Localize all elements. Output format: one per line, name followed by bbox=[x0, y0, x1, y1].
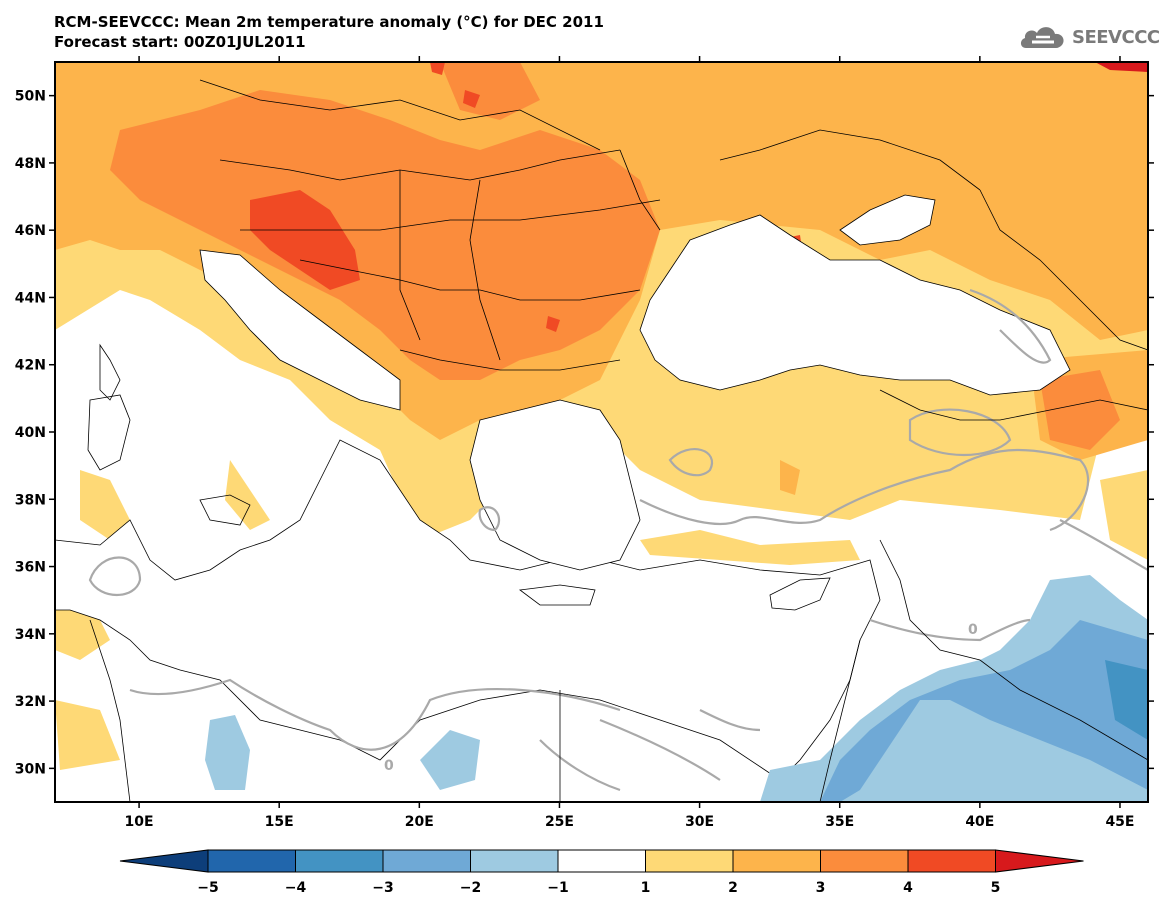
anomaly-region-pos4 bbox=[250, 190, 360, 290]
anomaly-region-anatolia bbox=[700, 400, 900, 500]
lat-label: 44N bbox=[15, 290, 46, 306]
logo-text: SEEVCCC bbox=[1072, 26, 1160, 48]
mediterranean-sea bbox=[55, 439, 881, 781]
colorbar-tick-label: 2 bbox=[728, 880, 738, 896]
colorbar-segment bbox=[207, 849, 296, 873]
lat-label: 46N bbox=[15, 223, 46, 239]
seevccc-logo: SEEVCCC bbox=[1018, 22, 1160, 52]
lat-label: 48N bbox=[15, 156, 46, 172]
lat-label: 30N bbox=[15, 761, 46, 777]
colorbar-segment bbox=[382, 849, 471, 873]
colorbar-tick-label: 5 bbox=[991, 880, 1001, 896]
colorbar-segment bbox=[645, 849, 734, 873]
colorbar-tick-label: 4 bbox=[903, 880, 913, 896]
contour-label-zero: 0 bbox=[968, 622, 978, 638]
colorbar-segment bbox=[470, 849, 559, 873]
lon-label: 45E bbox=[1105, 814, 1134, 830]
lon-label: 15E bbox=[265, 814, 294, 830]
map-field: 0 0 bbox=[55, 62, 1148, 802]
lat-label: 40N bbox=[15, 425, 46, 441]
colorbar-segment bbox=[907, 849, 996, 873]
colorbar-tick-label: −4 bbox=[285, 880, 307, 896]
lon-label: 40E bbox=[965, 814, 994, 830]
colorbar-segment bbox=[557, 849, 646, 873]
colorbar-tick-label: 3 bbox=[816, 880, 826, 896]
lat-label: 36N bbox=[15, 560, 46, 576]
lat-label: 50N bbox=[15, 89, 46, 105]
lon-label: 25E bbox=[545, 814, 574, 830]
latitude-axis: 50N 48N 46N 44N 42N 40N 38N 36N 34N 32N 30N bbox=[15, 89, 1154, 777]
colorbar-high-arrow bbox=[995, 849, 1084, 873]
colorbar-tick-label: −2 bbox=[460, 880, 481, 896]
lat-label: 34N bbox=[15, 627, 46, 643]
zero-contours bbox=[88, 288, 1148, 792]
contour-label-zero: 0 bbox=[384, 758, 394, 774]
colorbar-tick-label: −3 bbox=[372, 880, 393, 896]
title-line-2: Forecast start: 00Z01JUL2011 bbox=[54, 33, 306, 51]
lat-label: 42N bbox=[15, 358, 46, 374]
lon-label: 30E bbox=[685, 814, 714, 830]
lon-label: 20E bbox=[405, 814, 434, 830]
borders bbox=[87, 79, 1148, 802]
longitude-axis: 10E 15E 20E 25E 30E 35E 40E 45E bbox=[125, 56, 1134, 830]
colorbar-tick-label: −1 bbox=[547, 880, 568, 896]
lat-label: 32N bbox=[15, 694, 46, 710]
lon-label: 10E bbox=[125, 814, 154, 830]
colorbar-tick-label: −5 bbox=[197, 880, 218, 896]
cloud-logo-icon bbox=[1020, 27, 1064, 48]
colorbar-segment bbox=[732, 849, 821, 873]
colorbar: −5 −4 −3 −2 −1 1 2 3 4 5 bbox=[119, 849, 1084, 896]
colorbar-segment bbox=[820, 849, 909, 873]
colorbar-tick-label: 1 bbox=[641, 880, 651, 896]
lon-label: 35E bbox=[825, 814, 854, 830]
title-line-1: RCM-SEEVCCC: Mean 2m temperature anomaly… bbox=[54, 13, 604, 31]
colorbar-segment bbox=[295, 849, 384, 873]
lat-label: 38N bbox=[15, 492, 46, 508]
black-sea bbox=[639, 214, 1071, 396]
anomaly-region-pos3 bbox=[110, 90, 660, 380]
colorbar-low-arrow bbox=[119, 849, 209, 873]
map-title: RCM-SEEVCCC: Mean 2m temperature anomaly… bbox=[54, 12, 604, 52]
